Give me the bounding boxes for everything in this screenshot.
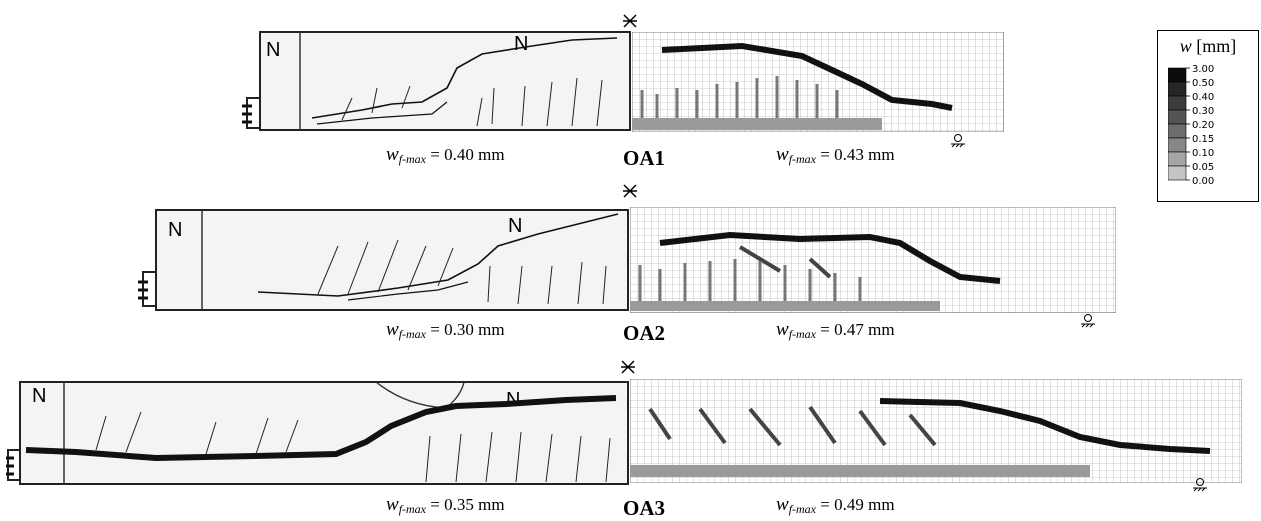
legend-band <box>1168 165 1187 181</box>
legend-tick-label: 3.00 <box>1192 64 1214 75</box>
legend-band <box>1168 81 1187 97</box>
legend-tick-label: 0.30 <box>1192 106 1214 117</box>
legend-tick-label: 0.50 <box>1192 78 1214 89</box>
roller-support-icon <box>1193 478 1207 492</box>
legend-band <box>1168 123 1187 139</box>
oa2-numerical-max-crack-width: wf-max = 0.47 mm <box>776 319 895 341</box>
oa2-numerical-mesh <box>630 207 1116 313</box>
roller-support-icon <box>951 134 965 148</box>
oa3-specimen-title: OA3 <box>623 496 665 520</box>
support-symbol-icon <box>623 14 637 28</box>
svg-text:N: N <box>168 219 182 241</box>
legend-tick-label: 0.05 <box>1192 162 1214 173</box>
legend-band <box>1168 151 1187 167</box>
crack-width-legend: w [mm] 3.00 0.50 0.40 0.30 0.20 0.15 0.10 0.05 0… <box>1157 30 1259 202</box>
legend-band <box>1168 137 1187 153</box>
oa2-experimental-crack-photo: N N <box>138 209 629 311</box>
oa3-experimental-max-crack-width: wf-max = 0.35 mm <box>386 494 505 516</box>
svg-text:N: N <box>32 385 46 407</box>
legend-title: w [mm] <box>1179 36 1237 56</box>
legend-tick-label: 0.00 <box>1192 176 1214 187</box>
oa3-numerical-mesh <box>630 379 1242 483</box>
oa2-specimen-title: OA2 <box>623 321 665 345</box>
legend-tick-label: 0.10 <box>1192 148 1214 159</box>
oa1-experimental-crack-photo: N N <box>242 31 631 131</box>
legend-color-scale: 3.00 0.50 0.40 0.30 0.20 0.15 0.10 0.05 0.00 <box>1168 64 1248 194</box>
svg-text:N: N <box>508 215 522 237</box>
support-symbol-icon <box>623 184 637 198</box>
oa2-experimental-max-crack-width: wf-max = 0.30 mm <box>386 319 505 341</box>
oa1-numerical-mesh <box>632 32 1004 132</box>
legend-scale-bar: 3.00 0.50 0.40 0.30 0.20 0.15 0.10 0.05 0.00 <box>1168 64 1214 187</box>
svg-text:N: N <box>514 33 528 55</box>
legend-tick-label: 0.15 <box>1192 134 1214 145</box>
support-symbol-icon <box>621 360 635 374</box>
legend-tick-label: 0.40 <box>1192 92 1214 103</box>
roller-support-icon <box>1081 314 1095 328</box>
oa3-numerical-max-crack-width: wf-max = 0.49 mm <box>776 494 895 516</box>
svg-text:N: N <box>506 389 520 411</box>
oa3-experimental-crack-photo: N N <box>6 381 629 485</box>
legend-tick-label: 0.20 <box>1192 120 1214 131</box>
svg-text:N: N <box>266 39 280 61</box>
oa1-experimental-max-crack-width: wf-max = 0.40 mm <box>386 144 505 166</box>
legend-band <box>1168 95 1187 111</box>
oa1-numerical-max-crack-width: wf-max = 0.43 mm <box>776 144 895 166</box>
legend-band <box>1168 109 1187 125</box>
legend-band <box>1168 67 1187 83</box>
oa1-specimen-title: OA1 <box>623 146 665 170</box>
